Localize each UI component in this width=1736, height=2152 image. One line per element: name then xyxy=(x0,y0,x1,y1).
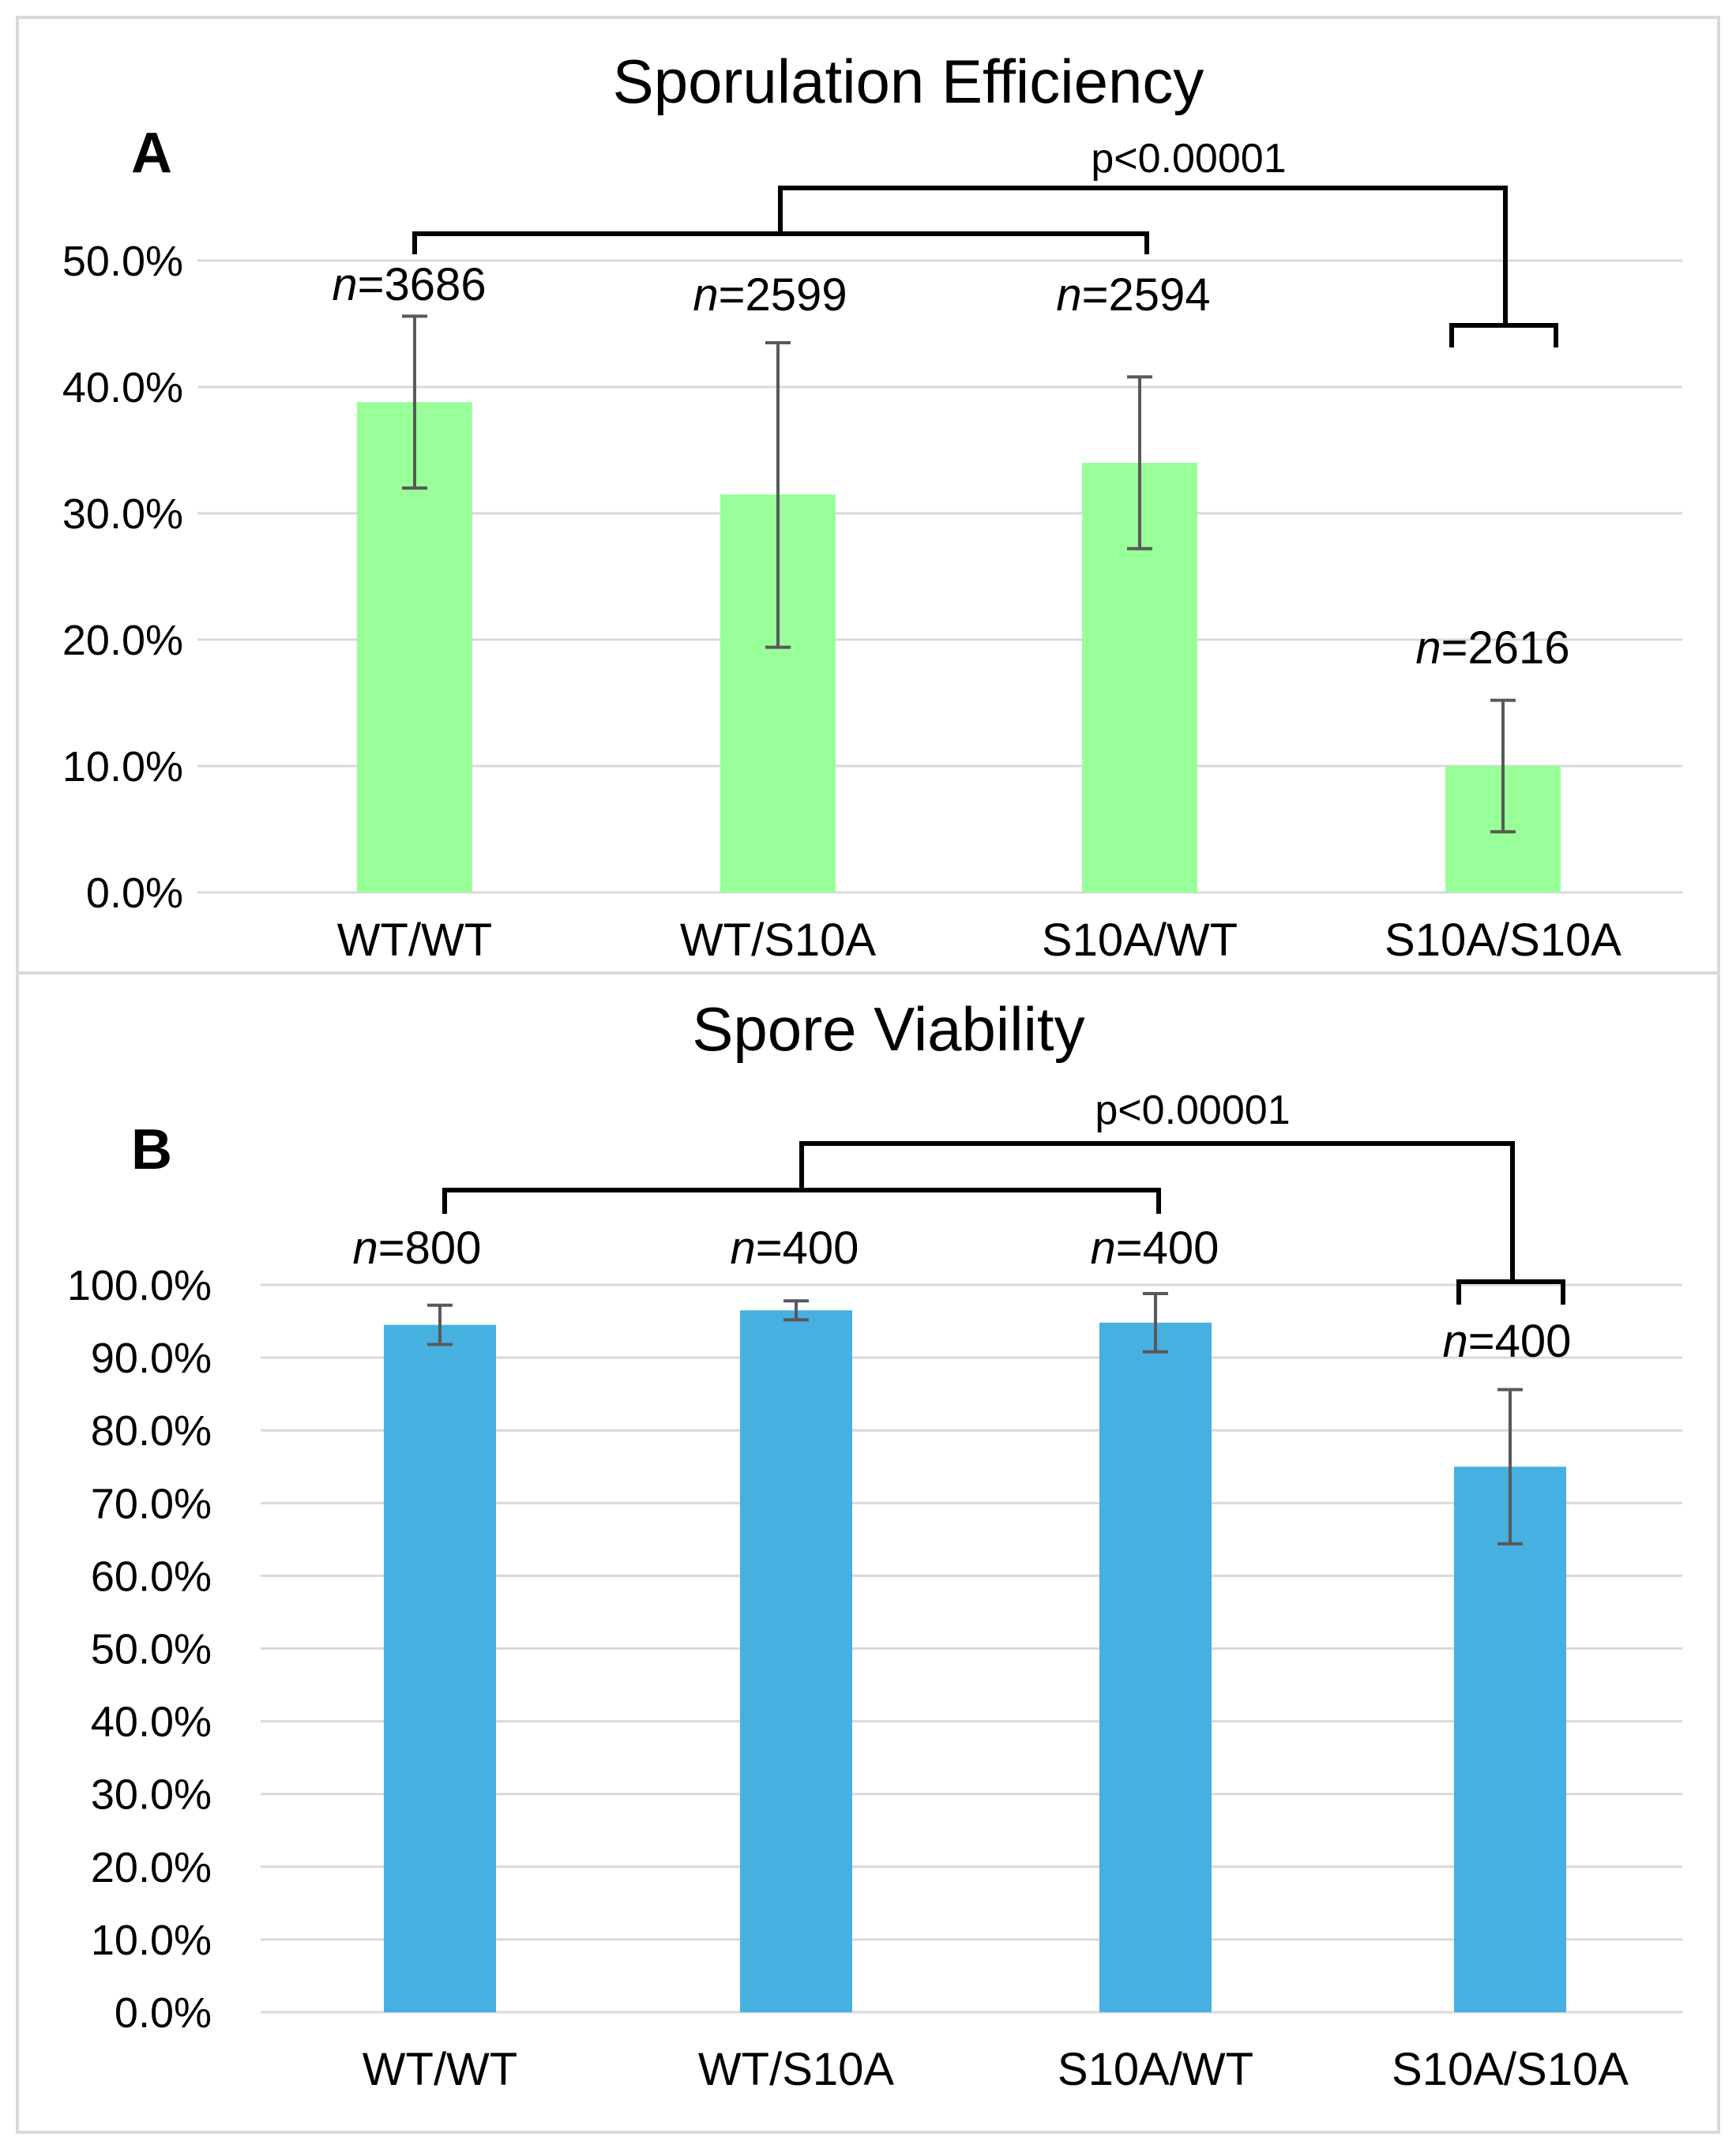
panel-b-category-label: WT/S10A xyxy=(698,2044,894,2095)
panel-a-n-label: n=2616 xyxy=(1415,622,1569,674)
panel-a-y-tick-label: 50.0% xyxy=(62,238,183,285)
panel-a-category-label: S10A/S10A xyxy=(1385,915,1621,966)
panel-b-y-tick-label: 90.0% xyxy=(91,1335,212,1382)
panel-b-n-label: n=400 xyxy=(1443,1316,1572,1367)
panel-b-n-label: n=400 xyxy=(731,1222,859,1274)
panel-a-n-label: n=2594 xyxy=(1056,269,1210,321)
panel-b-plot: 0.0% 10.0% 20.0% 30.0% 40.0% 50.0% 60.0% 70.0% 8… xyxy=(67,1087,1682,2095)
panel-b-category-label: S10A/WT xyxy=(1058,2044,1253,2095)
panel-a-letter: A xyxy=(131,122,172,185)
panel-b-category-label: WT/WT xyxy=(363,2044,517,2095)
panel-a-title: Sporulation Efficiency xyxy=(613,47,1204,116)
panel-b-y-tick-label: 10.0% xyxy=(91,1917,212,1964)
panel-b-n-label: n=800 xyxy=(353,1222,482,1274)
panel-b-y-tick-label: 50.0% xyxy=(91,1626,212,1673)
panel-b-bar xyxy=(384,1324,496,2012)
panel-a-y-tick-label: 30.0% xyxy=(62,490,183,538)
panel-a-error-bar xyxy=(1127,375,1152,550)
panel-b-bar xyxy=(1454,1467,1566,2012)
panel-a-y-tick-label: 0.0% xyxy=(86,869,183,917)
panel-a-p-value: p<0.00001 xyxy=(1091,136,1286,182)
panel-b-title: Spore Viability xyxy=(692,994,1084,1064)
panel-b-y-tick-label: 60.0% xyxy=(91,1553,212,1600)
panel-b-significance-bracket xyxy=(442,1141,1565,1305)
panel-a-category-label: WT/S10A xyxy=(680,915,876,966)
panel-b-y-tick-label: 80.0% xyxy=(91,1407,212,1455)
panel-a-y-tick-label: 10.0% xyxy=(62,743,183,791)
panel-a-plot: 0.0% 10.0% 20.0% 30.0% 40.0% 50.0% WT/WT n=3686… xyxy=(62,136,1682,966)
panel-a-category-label: WT/WT xyxy=(337,915,492,966)
panel-a-n-label: n=2599 xyxy=(693,269,847,321)
panel-b-y-tick-label: 30.0% xyxy=(91,1771,212,1819)
panel-a-y-tick-label: 40.0% xyxy=(62,364,183,411)
panel-b-bar xyxy=(740,1310,852,2012)
panel-b-error-bar xyxy=(783,1299,809,1322)
panel-b-category-label: S10A/S10A xyxy=(1392,2044,1629,2095)
panel-b-y-tick-label: 0.0% xyxy=(115,1989,212,2037)
panel-b-error-bar xyxy=(427,1303,453,1346)
panel-b-y-tick-label: 70.0% xyxy=(91,1480,212,1527)
panel-b-y-tick-label: 20.0% xyxy=(91,1844,212,1891)
panel-a-error-bar xyxy=(1490,698,1516,834)
panel-a-error-bar xyxy=(402,314,427,490)
panel-b-border xyxy=(16,971,1720,2134)
panel-b-error-bar xyxy=(1497,1388,1523,1545)
panel-a-n-label: n=3686 xyxy=(332,259,486,310)
panel-b-bar xyxy=(1099,1322,1212,2012)
panel-b-y-tick-label: 40.0% xyxy=(91,1699,212,1746)
panel-a-error-bar xyxy=(765,341,791,649)
panel-a-y-tick-label: 20.0% xyxy=(62,617,183,664)
panel-b-n-label: n=400 xyxy=(1091,1222,1219,1274)
panel-b-error-bar xyxy=(1143,1292,1168,1354)
panel-a-category-label: S10A/WT xyxy=(1042,915,1238,966)
panel-b-y-tick-label: 100.0% xyxy=(67,1262,212,1309)
panel-b-p-value: p<0.00001 xyxy=(1095,1087,1290,1133)
panel-a-significance-bracket xyxy=(412,186,1558,347)
panel-b-letter: B xyxy=(131,1118,172,1181)
